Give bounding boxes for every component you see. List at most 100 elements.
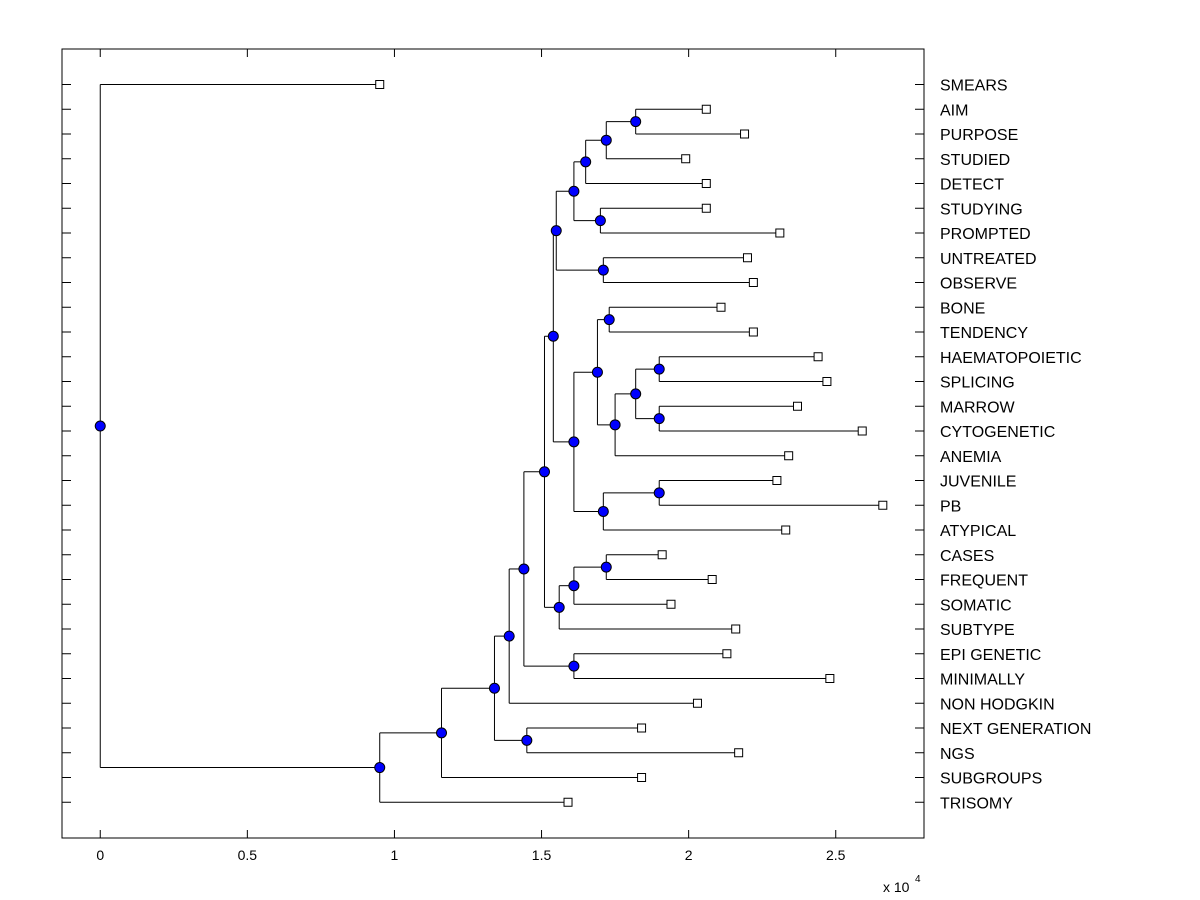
- leaf-marker: [563, 797, 573, 807]
- node-marker: [594, 215, 606, 227]
- leaf-marker: [781, 525, 791, 535]
- leaf-label: NGS: [940, 746, 975, 763]
- x-tick-label: 1.5: [532, 847, 552, 863]
- leaf-marker: [666, 599, 676, 609]
- leaf-label: CASES: [940, 548, 994, 565]
- leaf-label: ATYPICAL: [940, 523, 1016, 540]
- branch-lines: [99, 84, 883, 803]
- leaf-label: SMEARS: [940, 78, 1008, 95]
- node-marker: [518, 563, 530, 575]
- leaf-marker: [813, 352, 823, 362]
- leaf-label: ANEMIA: [940, 449, 1002, 466]
- node-marker: [653, 363, 665, 375]
- leaf-marker: [748, 327, 758, 337]
- leaf-label: STUDIED: [940, 152, 1010, 169]
- x-axis-tick-labels: 0 0.5 1 1.5 2 2.5: [96, 847, 845, 863]
- leaf-label: PROMPTED: [940, 226, 1031, 243]
- leaf-label: SPLICING: [940, 375, 1015, 392]
- x-tick-label: 1: [391, 847, 399, 863]
- node-marker: [603, 314, 615, 326]
- leaf-marker: [878, 500, 888, 510]
- x-tick-label: 0: [96, 847, 104, 863]
- node-marker: [597, 505, 609, 517]
- x-tick-label: 2: [685, 847, 693, 863]
- node-marker: [94, 420, 106, 432]
- leaf-marker: [637, 773, 647, 782]
- node-marker: [568, 660, 580, 672]
- leaf-label: TRISOMY: [940, 795, 1013, 812]
- leaf-markers: [375, 80, 888, 807]
- leaf-ticks: [62, 84, 924, 803]
- leaf-marker: [857, 426, 867, 436]
- leaf-label: PURPOSE: [940, 127, 1018, 144]
- leaf-label: NEXT GENERATION: [940, 721, 1091, 738]
- node-marker: [600, 134, 612, 146]
- leaf-marker: [701, 203, 711, 213]
- leaf-marker: [681, 154, 691, 164]
- leaf-marker: [707, 575, 717, 584]
- leaf-marker: [740, 129, 750, 139]
- node-marker: [488, 682, 500, 694]
- leaf-label: STUDYING: [940, 201, 1023, 218]
- node-marker: [580, 156, 592, 168]
- node-marker: [597, 264, 609, 276]
- leaf-label: MARROW: [940, 399, 1016, 416]
- node-marker: [568, 185, 580, 197]
- leaf-marker: [822, 377, 832, 386]
- x-axis-ticks: [99, 49, 837, 838]
- node-marker: [591, 366, 603, 378]
- leaf-label: PB: [940, 498, 961, 515]
- leaf-label: UNTREATED: [940, 251, 1037, 268]
- leaf-label: AIM: [940, 102, 968, 119]
- leaf-label: TENDENCY: [940, 325, 1028, 342]
- leaf-label: OBSERVE: [940, 276, 1017, 293]
- leaf-marker: [692, 698, 702, 708]
- leaf-marker: [701, 104, 711, 114]
- leaf-label: NON HODGKIN: [940, 696, 1055, 713]
- node-marker: [609, 419, 621, 431]
- x-tick-label: 0.5: [238, 847, 258, 863]
- leaf-label: BONE: [940, 300, 985, 317]
- leaf-label: EPI GENETIC: [940, 647, 1041, 664]
- leaf-marker: [716, 302, 726, 312]
- x-tick-label: 2.5: [826, 847, 846, 863]
- node-marker: [568, 580, 580, 592]
- leaf-label: MINIMALLY: [940, 672, 1025, 689]
- leaf-label: JUVENILE: [940, 474, 1016, 491]
- node-marker: [630, 116, 642, 128]
- leaf-marker: [637, 723, 647, 733]
- node-marker: [550, 225, 562, 237]
- node-marker: [553, 601, 565, 613]
- leaf-marker: [825, 674, 835, 683]
- node-marker: [630, 388, 642, 400]
- node-marker: [568, 436, 580, 448]
- leaf-label: HAEMATOPOIETIC: [940, 350, 1082, 367]
- leaf-marker: [722, 649, 732, 659]
- leaf-label: DETECT: [940, 177, 1004, 194]
- leaf-marker: [742, 253, 752, 263]
- leaf-marker: [772, 476, 782, 485]
- node-marker: [374, 762, 386, 774]
- leaf-marker: [375, 80, 385, 89]
- leaf-label: CYTOGENETIC: [940, 424, 1055, 441]
- x-axis-exponent-power: 4: [915, 874, 921, 885]
- leaf-labels: SMEARS AIM PURPOSE STUDIED DETECT STUDYING PRO…: [940, 78, 1091, 813]
- leaf-marker: [657, 550, 667, 560]
- leaf-label: FREQUENT: [940, 573, 1028, 590]
- leaf-marker: [731, 624, 741, 634]
- leaf-marker: [701, 179, 711, 188]
- leaf-label: SOMATIC: [940, 597, 1012, 614]
- node-marker: [538, 466, 550, 478]
- node-marker: [653, 487, 665, 499]
- node-marker: [503, 630, 515, 642]
- plot-frame: [61, 48, 925, 839]
- leaf-marker: [784, 451, 794, 461]
- node-marker: [547, 330, 559, 342]
- leaf-marker: [792, 401, 802, 411]
- leaf-label: SUBGROUPS: [940, 771, 1042, 788]
- leaf-marker: [775, 228, 785, 238]
- leaf-marker: [748, 278, 758, 287]
- node-marker: [653, 413, 665, 425]
- node-marker: [600, 561, 612, 573]
